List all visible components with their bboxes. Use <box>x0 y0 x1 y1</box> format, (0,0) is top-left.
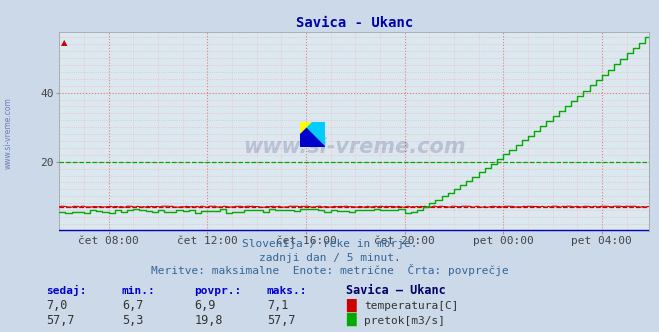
Text: 57,7: 57,7 <box>267 314 295 327</box>
Text: 19,8: 19,8 <box>194 314 223 327</box>
Bar <box>312 122 325 134</box>
Text: 57,7: 57,7 <box>46 314 74 327</box>
Text: zadnji dan / 5 minut.: zadnji dan / 5 minut. <box>258 253 401 263</box>
Text: █: █ <box>346 313 356 326</box>
Text: pretok[m3/s]: pretok[m3/s] <box>364 316 445 326</box>
Text: povpr.:: povpr.: <box>194 286 242 296</box>
Bar <box>300 122 312 134</box>
Polygon shape <box>300 122 325 147</box>
Bar <box>300 134 312 147</box>
Text: 6,9: 6,9 <box>194 299 215 312</box>
Text: 5,3: 5,3 <box>122 314 143 327</box>
Text: ▲: ▲ <box>61 38 68 46</box>
Text: Slovenija / reke in morje.: Slovenija / reke in morje. <box>242 239 417 249</box>
Text: 6,7: 6,7 <box>122 299 143 312</box>
Text: sedaj:: sedaj: <box>46 285 86 296</box>
Text: maks.:: maks.: <box>267 286 307 296</box>
Text: temperatura[C]: temperatura[C] <box>364 301 459 311</box>
Text: █: █ <box>346 298 356 312</box>
Text: 7,1: 7,1 <box>267 299 288 312</box>
Text: 7,0: 7,0 <box>46 299 67 312</box>
Text: Meritve: maksimalne  Enote: metrične  Črta: povprečje: Meritve: maksimalne Enote: metrične Črta… <box>151 264 508 276</box>
Text: www.si-vreme.com: www.si-vreme.com <box>243 137 465 157</box>
Text: min.:: min.: <box>122 286 156 296</box>
Polygon shape <box>300 122 325 147</box>
Bar <box>312 134 325 147</box>
Polygon shape <box>300 122 311 133</box>
Text: www.si-vreme.com: www.si-vreme.com <box>3 97 13 169</box>
Title: Savica - Ukanc: Savica - Ukanc <box>296 16 413 30</box>
Text: Savica – Ukanc: Savica – Ukanc <box>346 284 445 297</box>
